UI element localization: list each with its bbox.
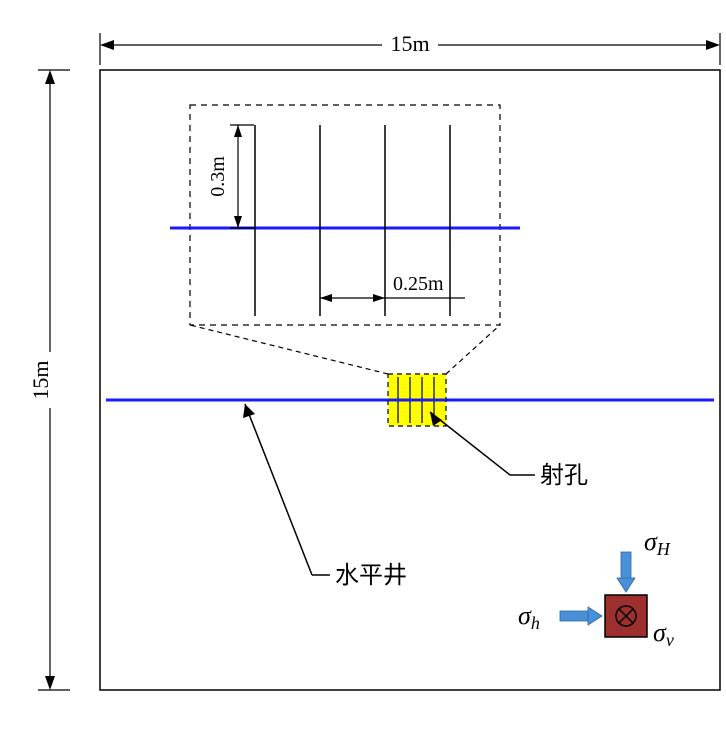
sigma-H-arrow: [617, 578, 635, 592]
diagram-root: 15m 15m 0.3m 0.25m 射孔水平井 σH σh σv: [20, 20, 726, 731]
inset-dim-h-label: 0.25m: [393, 273, 444, 295]
leader-well-label: 水平井: [335, 562, 407, 589]
leader-perf-label: 射孔: [540, 462, 588, 489]
dim-top-label: 15m: [390, 31, 429, 56]
dim-left-label: 15m: [28, 360, 53, 399]
sigma-v-label: σv: [653, 618, 674, 650]
inset-dim-v-label: 0.3m: [207, 156, 229, 197]
inset-box: [190, 105, 500, 325]
sigma-H-label: σH: [644, 527, 671, 559]
sigma-h-label: σh: [518, 601, 540, 633]
sigma-h-arrow: [588, 607, 602, 625]
